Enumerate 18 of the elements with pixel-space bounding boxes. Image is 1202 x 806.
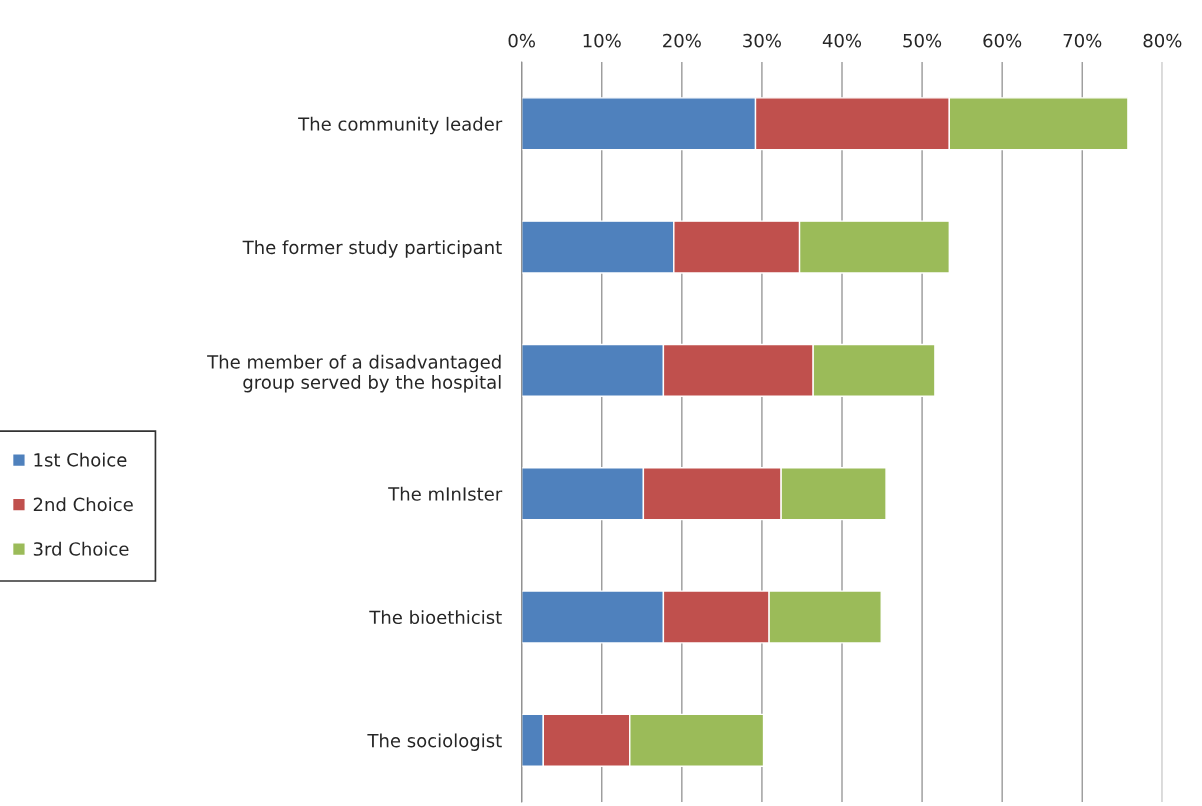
y-tick-label: The bioethicist: [369, 610, 502, 625]
y-tick-label: The community leader: [298, 116, 503, 135]
y-tick-label: The sociologist: [367, 733, 502, 751]
x-tick-label: 20%: [663, 33, 701, 48]
legend-label: 1st Choice: [34, 452, 127, 467]
x-tick-label: 0%: [508, 33, 535, 48]
x-tick-label: 40%: [822, 33, 862, 48]
legend-label: 2nd Choice: [33, 497, 133, 512]
x-tick-label: 30%: [743, 33, 781, 48]
y-tick-label: The former study participant: [242, 240, 502, 258]
x-tick-label: 80%: [1143, 33, 1182, 48]
x-tick-label: 70%: [1063, 33, 1102, 48]
x-tick-label: 50%: [903, 33, 942, 48]
y-tick-label: The member of a disadvantaged group served by the hospital: [207, 354, 501, 393]
y-tick-label: The mInIster: [388, 486, 503, 501]
legend-label: 3rd Choice: [33, 541, 129, 556]
x-tick-label: 10%: [583, 33, 621, 48]
x-tick-label: 60%: [983, 33, 1022, 48]
